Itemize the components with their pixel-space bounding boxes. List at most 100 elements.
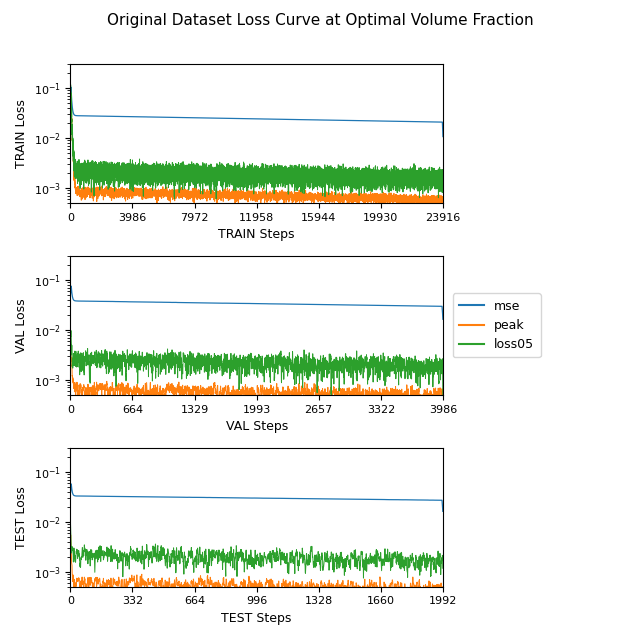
peak	[221, 387, 228, 394]
peak	[227, 390, 234, 398]
peak	[119, 387, 127, 395]
mse	[334, 116, 342, 124]
Line: peak: peak	[70, 340, 443, 411]
loss05	[334, 179, 342, 186]
peak	[372, 193, 380, 201]
peak	[246, 585, 254, 593]
mse	[119, 298, 127, 305]
peak	[340, 582, 348, 589]
mse	[155, 298, 163, 306]
Line: mse: mse	[70, 484, 443, 511]
peak	[229, 582, 237, 589]
Y-axis label: VAL Loss: VAL Loss	[15, 298, 28, 353]
X-axis label: VAL Steps: VAL Steps	[225, 420, 288, 433]
loss05	[235, 359, 243, 367]
loss05	[274, 163, 282, 171]
mse	[246, 494, 254, 502]
X-axis label: TRAIN Steps: TRAIN Steps	[218, 228, 295, 241]
loss05	[439, 396, 447, 403]
mse	[293, 116, 301, 124]
loss05	[221, 359, 228, 367]
loss05	[227, 356, 234, 364]
peak	[293, 192, 301, 200]
mse	[340, 495, 348, 503]
loss05	[360, 574, 367, 582]
peak	[274, 193, 282, 200]
loss05	[67, 525, 74, 533]
peak	[67, 541, 74, 548]
peak	[67, 343, 74, 351]
loss05	[305, 561, 313, 568]
loss05	[155, 353, 163, 361]
loss05	[229, 559, 237, 567]
peak	[142, 388, 150, 396]
peak	[67, 336, 74, 344]
mse	[112, 113, 120, 120]
loss05	[190, 565, 198, 573]
Line: loss05: loss05	[70, 524, 443, 578]
peak	[67, 531, 74, 539]
peak	[193, 579, 201, 587]
peak	[190, 581, 198, 589]
Text: Original Dataset Loss Curve at Optimal Volume Fraction: Original Dataset Loss Curve at Optimal V…	[107, 13, 533, 28]
mse	[439, 316, 447, 323]
peak	[439, 205, 447, 213]
mse	[248, 115, 256, 123]
loss05	[119, 350, 127, 358]
loss05	[142, 359, 150, 367]
loss05	[193, 546, 201, 554]
Line: peak: peak	[70, 86, 443, 209]
loss05	[171, 195, 179, 203]
peak	[334, 196, 342, 204]
mse	[190, 493, 198, 501]
loss05	[246, 559, 254, 567]
Line: loss05: loss05	[70, 331, 443, 399]
peak	[248, 192, 256, 200]
loss05	[67, 520, 74, 527]
peak	[67, 83, 74, 90]
Line: mse: mse	[70, 87, 443, 136]
loss05	[67, 76, 74, 83]
mse	[67, 93, 74, 100]
peak	[112, 184, 120, 191]
mse	[274, 115, 282, 123]
Y-axis label: TRAIN Loss: TRAIN Loss	[15, 99, 28, 168]
loss05	[439, 174, 447, 182]
peak	[305, 581, 313, 589]
Line: loss05: loss05	[70, 79, 443, 199]
mse	[235, 300, 243, 307]
loss05	[67, 337, 74, 344]
loss05	[439, 564, 447, 572]
X-axis label: TEST Steps: TEST Steps	[221, 612, 292, 625]
loss05	[67, 327, 75, 335]
loss05	[340, 561, 348, 569]
mse	[67, 282, 75, 290]
mse	[142, 298, 150, 306]
mse	[67, 83, 75, 91]
mse	[439, 132, 447, 140]
Line: mse: mse	[70, 286, 443, 319]
mse	[227, 300, 234, 307]
Line: peak: peak	[70, 535, 443, 605]
loss05	[248, 172, 256, 179]
peak	[67, 97, 74, 104]
loss05	[293, 175, 301, 182]
mse	[372, 117, 380, 125]
mse	[221, 300, 228, 307]
peak	[439, 407, 447, 415]
Y-axis label: TEST Loss: TEST Loss	[15, 486, 28, 548]
peak	[235, 390, 243, 397]
loss05	[67, 93, 74, 100]
mse	[67, 491, 74, 499]
Legend: mse, peak, loss05: mse, peak, loss05	[453, 294, 541, 358]
mse	[67, 292, 74, 300]
peak	[439, 593, 447, 600]
mse	[67, 480, 75, 488]
peak	[155, 391, 163, 399]
mse	[229, 494, 237, 502]
loss05	[372, 173, 380, 180]
peak	[400, 601, 408, 609]
mse	[439, 508, 447, 515]
loss05	[112, 161, 120, 169]
mse	[193, 493, 201, 501]
